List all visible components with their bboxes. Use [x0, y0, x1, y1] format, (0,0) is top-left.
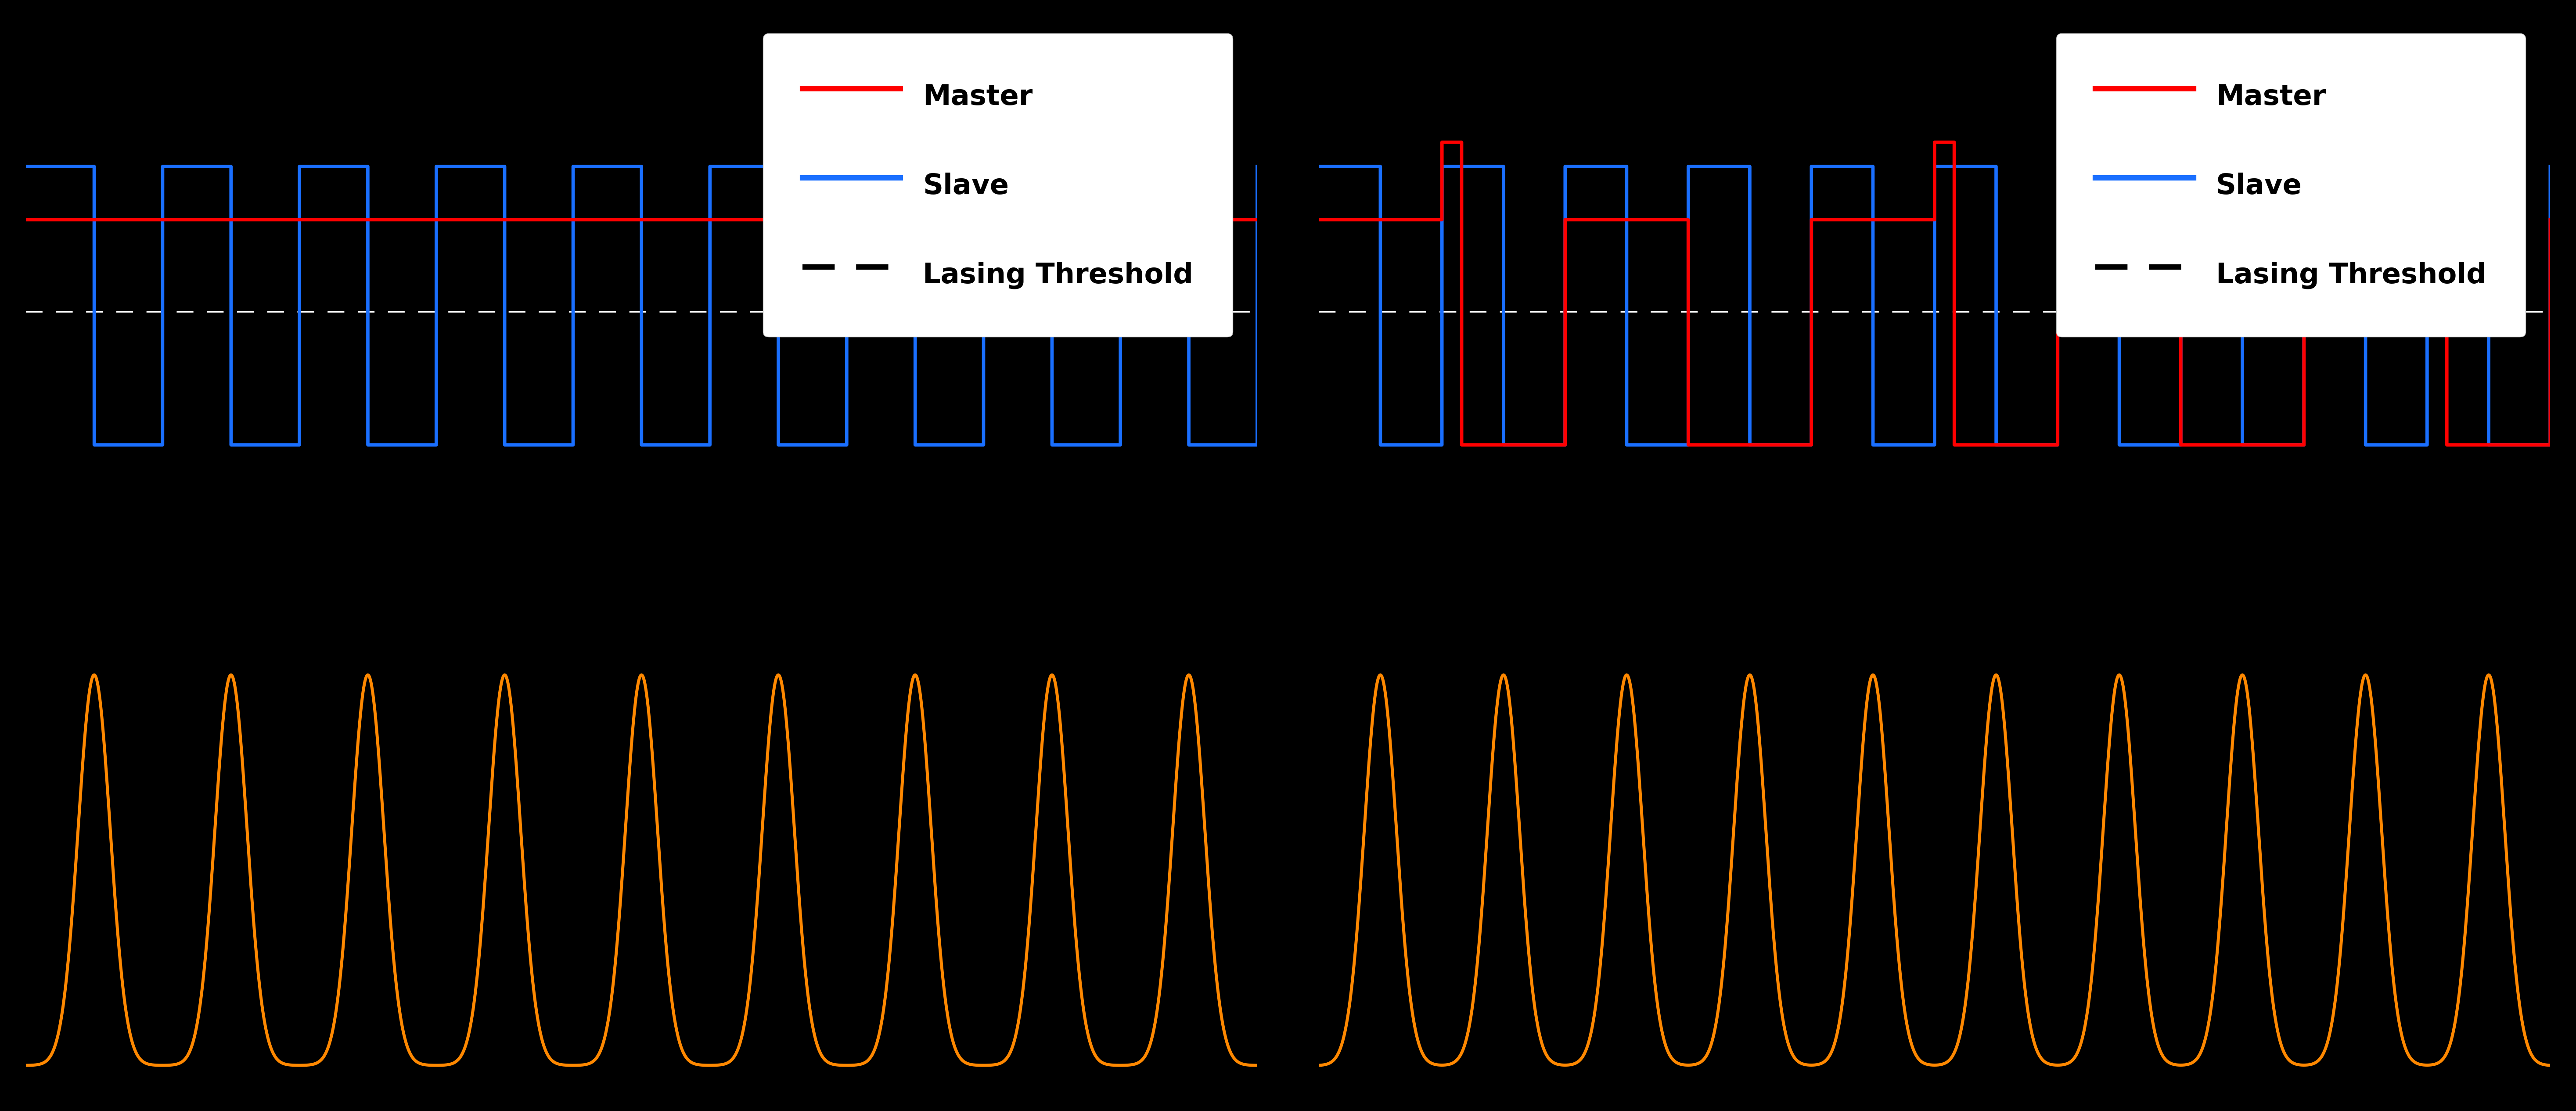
Legend: Master, Slave, Lasing Threshold: Master, Slave, Lasing Threshold — [762, 33, 1231, 337]
Legend: Master, Slave, Lasing Threshold: Master, Slave, Lasing Threshold — [2056, 33, 2524, 337]
